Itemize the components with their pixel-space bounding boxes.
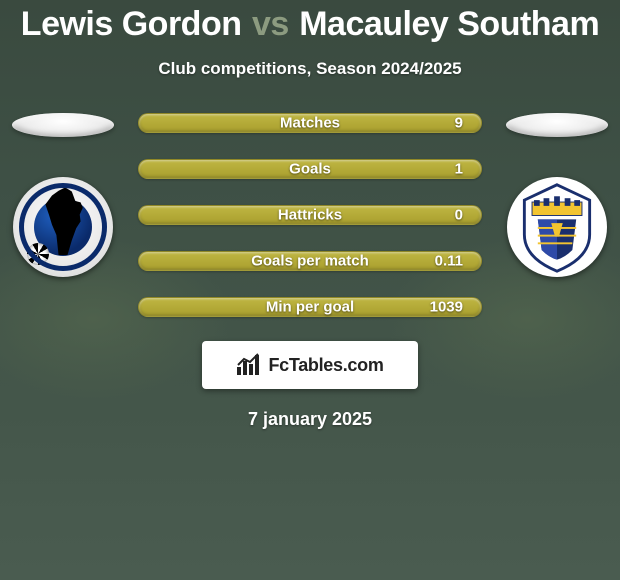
stat-label: Min per goal (266, 299, 354, 316)
stat-bar-min-per-goal: Min per goal 1039 (138, 297, 482, 317)
stat-label: Hattricks (278, 207, 342, 224)
brand-box: FcTables.com (202, 341, 418, 389)
subtitle: Club competitions, Season 2024/2025 (0, 59, 620, 79)
stat-bar-goals-per-match: Goals per match 0.11 (138, 251, 482, 271)
stats-column: Matches 9 Goals 1 Hattricks 0 Goals per … (138, 113, 482, 317)
stat-label: Goals per match (251, 253, 369, 270)
left-side (8, 113, 118, 277)
main-row: Matches 9 Goals 1 Hattricks 0 Goals per … (0, 113, 620, 317)
player1-ellipse (12, 113, 114, 137)
right-side (502, 113, 612, 277)
stat-bar-hattricks: Hattricks 0 (138, 205, 482, 225)
stat-value: 1 (455, 161, 463, 178)
comparison-card: Lewis Gordon vs Macauley Southam Club co… (0, 0, 620, 430)
stat-bar-goals: Goals 1 (138, 159, 482, 179)
crest-inner-disc (34, 198, 92, 256)
player1-name: Lewis Gordon (21, 5, 242, 43)
bristol-rovers-crest (13, 177, 113, 277)
crest-silhouette-icon (41, 187, 85, 255)
vs-label: vs (252, 5, 289, 43)
stat-label: Goals (289, 161, 331, 178)
crest-ball-icon (27, 243, 49, 265)
player2-ellipse (506, 113, 608, 137)
stat-value: 0 (455, 207, 463, 224)
stockport-county-crest (507, 177, 607, 277)
stat-bar-matches: Matches 9 (138, 113, 482, 133)
bar-chart-icon (236, 353, 262, 377)
stat-label: Matches (280, 115, 340, 132)
stat-value: 0.11 (435, 253, 463, 270)
stat-value: 9 (455, 115, 463, 132)
player2-name: Macauley Southam (299, 5, 599, 43)
brand-text: FcTables.com (268, 355, 383, 376)
crest-svg-icon (509, 179, 605, 275)
title-row: Lewis Gordon vs Macauley Southam (0, 6, 620, 43)
date-label: 7 january 2025 (0, 409, 620, 430)
stat-value: 1039 (430, 299, 463, 316)
